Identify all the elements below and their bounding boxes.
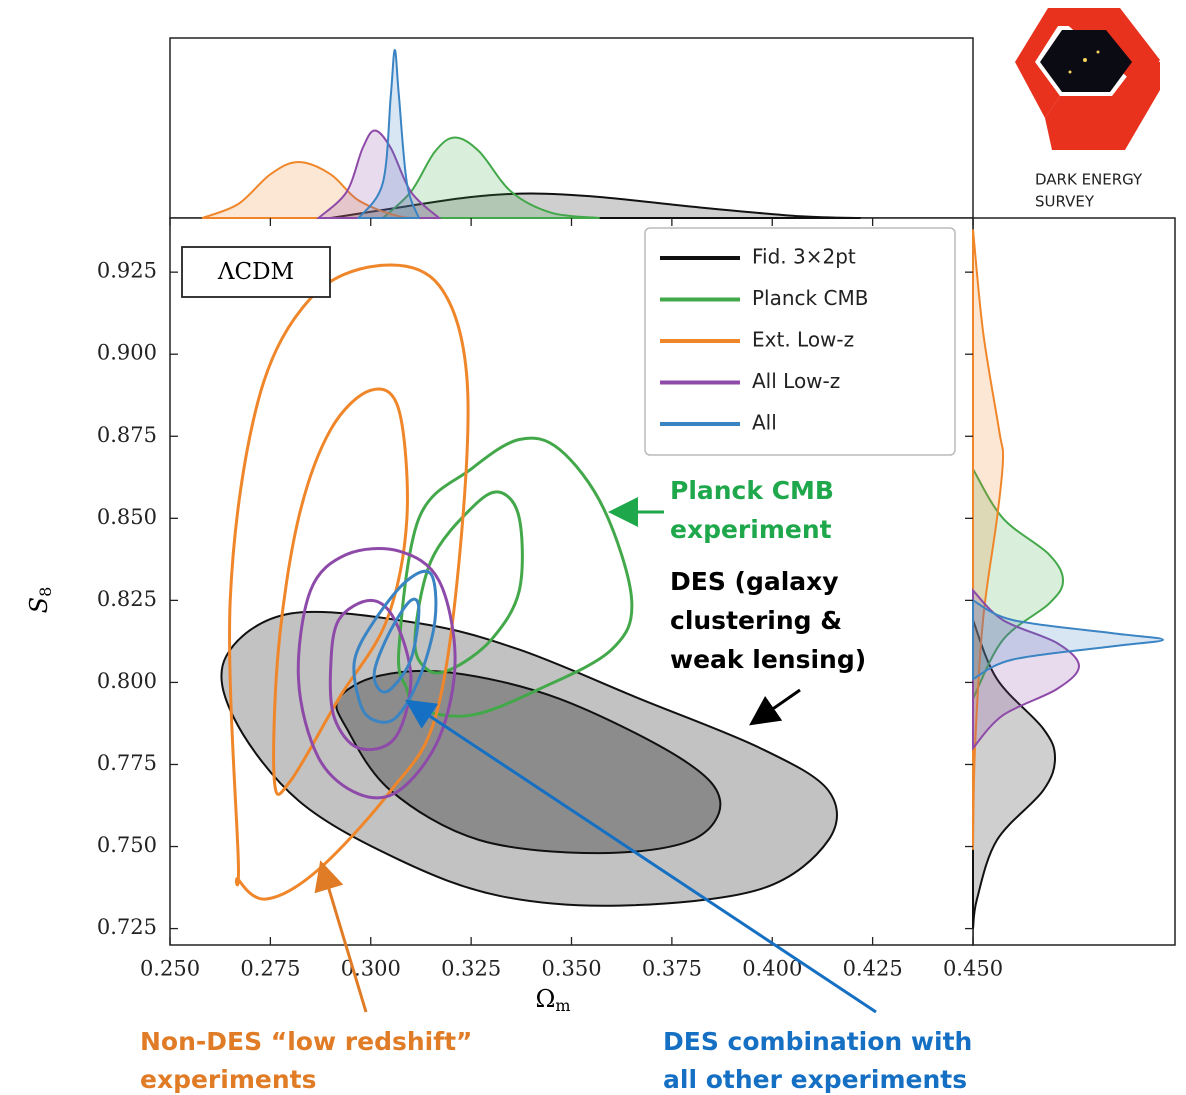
- contour: [372, 597, 421, 694]
- annotation-line: Planck CMB: [670, 476, 834, 505]
- x-tick-label: 0.425: [843, 957, 903, 981]
- annotation-line: weak lensing): [670, 645, 866, 674]
- logo-shape: [1045, 62, 1160, 150]
- annotation-low-z: Non-DES “low redshift” experiments: [140, 860, 472, 1094]
- annotation-combined: DES combination with all other experimen…: [404, 699, 972, 1094]
- marginal-right: [972, 229, 1005, 850]
- logo-text: DARK ENERGY: [1035, 171, 1143, 189]
- y-tick-label: 0.925: [97, 259, 157, 283]
- y-tick-label: 0.750: [97, 833, 157, 857]
- model-box: [181, 246, 331, 298]
- marginals: [201, 48, 1165, 929]
- marginal-top: [330, 192, 861, 219]
- legend-label: Ext. Low-z: [752, 328, 854, 352]
- marginal-top: [316, 129, 442, 219]
- model-label: ΛCDM: [217, 259, 294, 285]
- marginal-top: [380, 136, 600, 219]
- contour: [328, 598, 413, 752]
- annotation-planck: Planck CMB experiment: [608, 476, 834, 544]
- legend: Fid. 3×2pt Planck CMB Ext. Low-z All Low-z A…: [660, 245, 868, 435]
- logo: DARK ENERGY SURVEY: [1015, 8, 1160, 211]
- contour: [272, 387, 409, 796]
- y-tick-label: 0.875: [97, 423, 157, 447]
- y-axis-subscript: 8: [36, 587, 55, 597]
- legend-label: All Low-z: [752, 369, 840, 393]
- logo-shape: [1015, 8, 1120, 118]
- logo-text: SURVEY: [1035, 193, 1095, 211]
- marginal-top: [356, 48, 421, 219]
- y-tick-label: 0.850: [97, 505, 157, 529]
- y-axis-symbol: S: [25, 597, 53, 613]
- annotation-des: DES (galaxy clustering & weak lensing): [670, 567, 866, 726]
- marginal-right: [972, 588, 1081, 751]
- y-tick-label: 0.725: [97, 915, 157, 939]
- annotation-line: experiments: [140, 1065, 316, 1094]
- logo-star: [1096, 50, 1100, 54]
- y-tick-label: 0.825: [97, 587, 157, 611]
- contour: [296, 547, 457, 800]
- annotation-line: all other experiments: [663, 1065, 967, 1094]
- annotation-line: experiment: [670, 515, 832, 544]
- legend-label: Planck CMB: [752, 286, 868, 310]
- x-tick-label: 0.250: [140, 957, 200, 981]
- contour: [413, 490, 524, 675]
- x-tick-label: 0.350: [541, 957, 601, 981]
- x-tick-label: 0.400: [742, 957, 802, 981]
- x-axis-subscript: m: [555, 996, 570, 1015]
- logo-star: [1083, 58, 1087, 62]
- x-axis-label: Ωm: [535, 985, 570, 1015]
- contour: [228, 263, 470, 901]
- y-tick-label: 0.800: [97, 669, 157, 693]
- marginal-right: [972, 598, 1165, 681]
- marginal-right: [972, 619, 1057, 929]
- x-tick-label: 0.275: [240, 957, 300, 981]
- annotation-line: DES combination with: [663, 1027, 972, 1056]
- legend-label: All: [752, 411, 777, 435]
- arrow: [404, 699, 877, 1014]
- x-tick-label: 0.450: [943, 957, 1003, 981]
- y-tick-label: 0.775: [97, 751, 157, 775]
- arrow: [314, 860, 368, 1013]
- annotation-line: clustering &: [670, 606, 842, 635]
- marginal-top: [201, 160, 432, 220]
- x-tick-label: 0.375: [642, 957, 702, 981]
- y-tick-label: 0.900: [97, 341, 157, 365]
- contour: [352, 569, 438, 724]
- top-panel: [169, 37, 974, 219]
- x-tick-label: 0.325: [441, 957, 501, 981]
- annotation-line: DES (galaxy: [670, 567, 839, 596]
- legend-box: [644, 227, 956, 456]
- legend-label: Fid. 3×2pt: [752, 245, 856, 269]
- annotation-line: Non-DES “low redshift”: [140, 1027, 472, 1056]
- y-axis-label: S8: [25, 587, 55, 614]
- axes: 0.250 0.275 0.300 0.325 0.350 0.375 0.400 0.425…: [97, 218, 1003, 981]
- x-axis-symbol: Ω: [535, 985, 555, 1013]
- arrow: [749, 688, 801, 726]
- logo-star: [1068, 70, 1072, 74]
- contours: [220, 263, 838, 907]
- right-panel: [972, 217, 1176, 946]
